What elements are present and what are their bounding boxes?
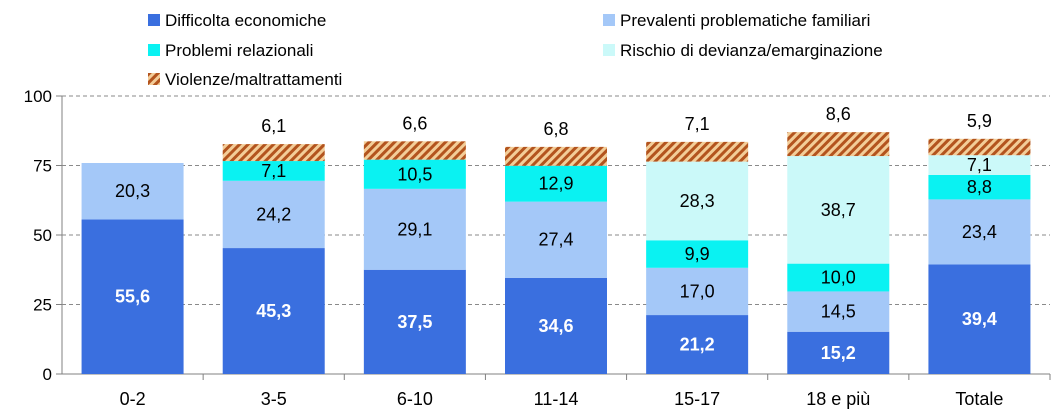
bar-segment-4: [787, 132, 890, 157]
data-label: 37,5: [397, 312, 432, 332]
legend-swatch-4: [148, 73, 160, 85]
data-label: 21,2: [680, 335, 715, 355]
bar-segment-4: [928, 138, 1031, 156]
bar-segment-1: [928, 199, 1031, 265]
bar-segment-0: [81, 219, 184, 374]
data-label: 10,0: [821, 268, 856, 288]
x-tick-label: Totale: [955, 389, 1003, 409]
data-label: 28,3: [680, 191, 715, 211]
bar-segment-4: [363, 141, 466, 160]
data-label: 7,1: [685, 114, 710, 134]
bar-segment-4: [222, 144, 325, 162]
legend-label-0: Difficolta economiche: [165, 11, 326, 30]
bar-segment-3: [787, 156, 890, 264]
data-label: 6,6: [402, 113, 427, 133]
data-label: 29,1: [397, 219, 432, 239]
data-label: 39,4: [962, 309, 997, 329]
data-label: 15,2: [821, 343, 856, 363]
data-label: 10,5: [397, 164, 432, 184]
data-label: 8,8: [967, 177, 992, 197]
legend-label-2: Problemi relazionali: [165, 41, 313, 60]
bar-segment-1: [505, 201, 607, 278]
y-tick-label: 50: [33, 226, 52, 245]
legend-label-4: Violenze/maltrattamenti: [165, 70, 342, 89]
y-tick-label: 75: [33, 157, 52, 176]
bar-segment-2: [787, 263, 890, 292]
bar-segment-0: [505, 277, 607, 374]
bar-segment-3: [928, 155, 1031, 175]
bar-segment-4: [646, 141, 749, 162]
y-tick-label: 25: [33, 296, 52, 315]
y-tick-label: 100: [24, 87, 52, 106]
bar-segment-4: [505, 146, 607, 166]
bar-segment-1: [81, 162, 184, 220]
bar-segment-2: [505, 165, 607, 202]
data-label: 24,2: [256, 204, 291, 224]
legend-swatch-3: [603, 44, 615, 56]
legend-label-3: Rischio di devianza/emarginazione: [620, 41, 883, 60]
bar-segment-2: [928, 174, 1031, 200]
bar-segment-3: [646, 161, 749, 241]
bar-segment-0: [222, 248, 325, 374]
bar-segment-0: [787, 331, 890, 374]
data-label: 12,9: [538, 174, 573, 194]
bar-segment-2: [222, 161, 325, 181]
x-tick-label: 0-2: [120, 389, 146, 409]
data-label: 38,7: [821, 200, 856, 220]
bar-segment-0: [363, 269, 466, 374]
bar-segment-1: [787, 291, 890, 332]
legend-swatch-2: [148, 44, 160, 56]
data-label: 17,0: [680, 281, 715, 301]
legend-swatch-0: [148, 14, 160, 26]
data-label: 6,1: [261, 116, 286, 136]
data-label: 5,9: [967, 111, 992, 131]
x-tick-label: 15-17: [674, 389, 720, 409]
data-label: 20,3: [115, 181, 150, 201]
data-label: 55,6: [115, 287, 150, 307]
bar-segment-0: [928, 264, 1031, 374]
legend-swatch-1: [603, 14, 615, 26]
data-label: 45,3: [256, 301, 291, 321]
bar-segment-2: [646, 240, 749, 268]
data-label: 34,6: [538, 316, 573, 336]
bar-segment-0: [646, 315, 749, 374]
x-tick-label: 11-14: [534, 389, 579, 409]
bar-segment-2: [363, 159, 466, 189]
legend-label-1: Prevalenti problematiche familiari: [620, 11, 870, 30]
x-tick-label: 3-5: [261, 389, 287, 409]
data-label: 8,6: [826, 104, 851, 124]
data-label: 7,1: [967, 155, 992, 175]
x-tick-label: 6-10: [397, 389, 433, 409]
bar-segment-1: [646, 267, 749, 316]
data-label: 9,9: [685, 244, 710, 264]
x-tick-label: 18 e più: [806, 389, 870, 409]
bar-segment-1: [363, 188, 466, 270]
data-label: 6,8: [543, 119, 568, 139]
data-label: 14,5: [821, 302, 856, 322]
data-label: 23,4: [962, 222, 997, 242]
bar-segment-1: [222, 180, 325, 249]
y-tick-label: 0: [43, 365, 52, 384]
data-label: 27,4: [538, 230, 573, 250]
data-label: 7,1: [261, 161, 286, 181]
